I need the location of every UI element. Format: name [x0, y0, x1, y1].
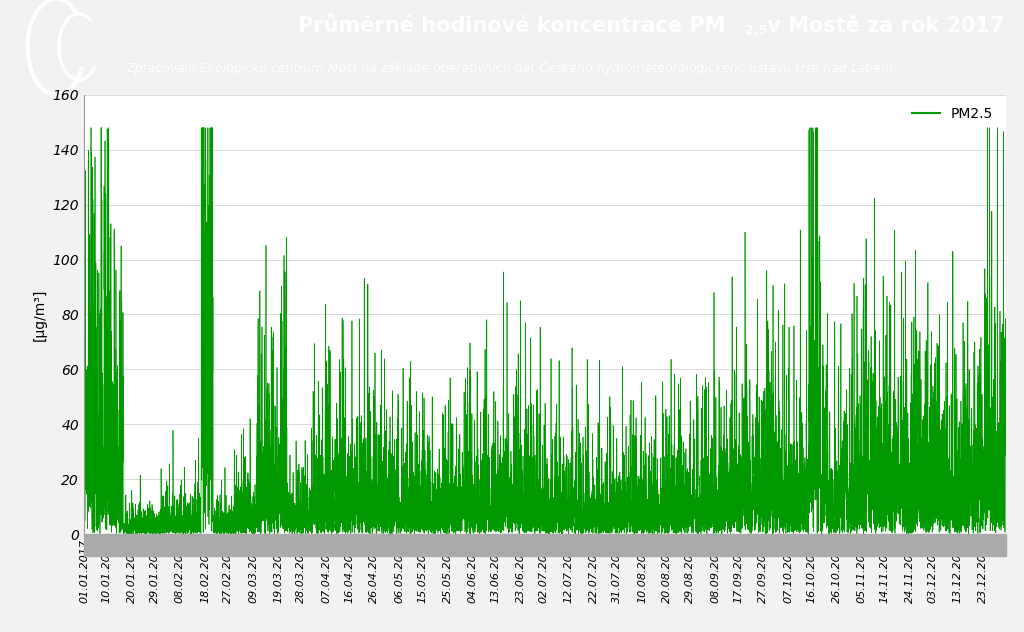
Text: Zpracovalo Ekologické centrum Most na základě operativních dat Českého hydromete: Zpracovalo Ekologické centrum Most na zá… [126, 60, 898, 75]
Text: Průměrné hodinové koncentrace PM: Průměrné hodinové koncentrace PM [298, 16, 726, 36]
Text: 2,5: 2,5 [745, 25, 768, 37]
Y-axis label: [μg/m³]: [μg/m³] [33, 288, 47, 341]
Legend: PM2.5: PM2.5 [906, 102, 998, 127]
Text: v Mostě za rok 2017: v Mostě za rok 2017 [760, 16, 1005, 36]
Bar [84, 534, 1006, 556]
